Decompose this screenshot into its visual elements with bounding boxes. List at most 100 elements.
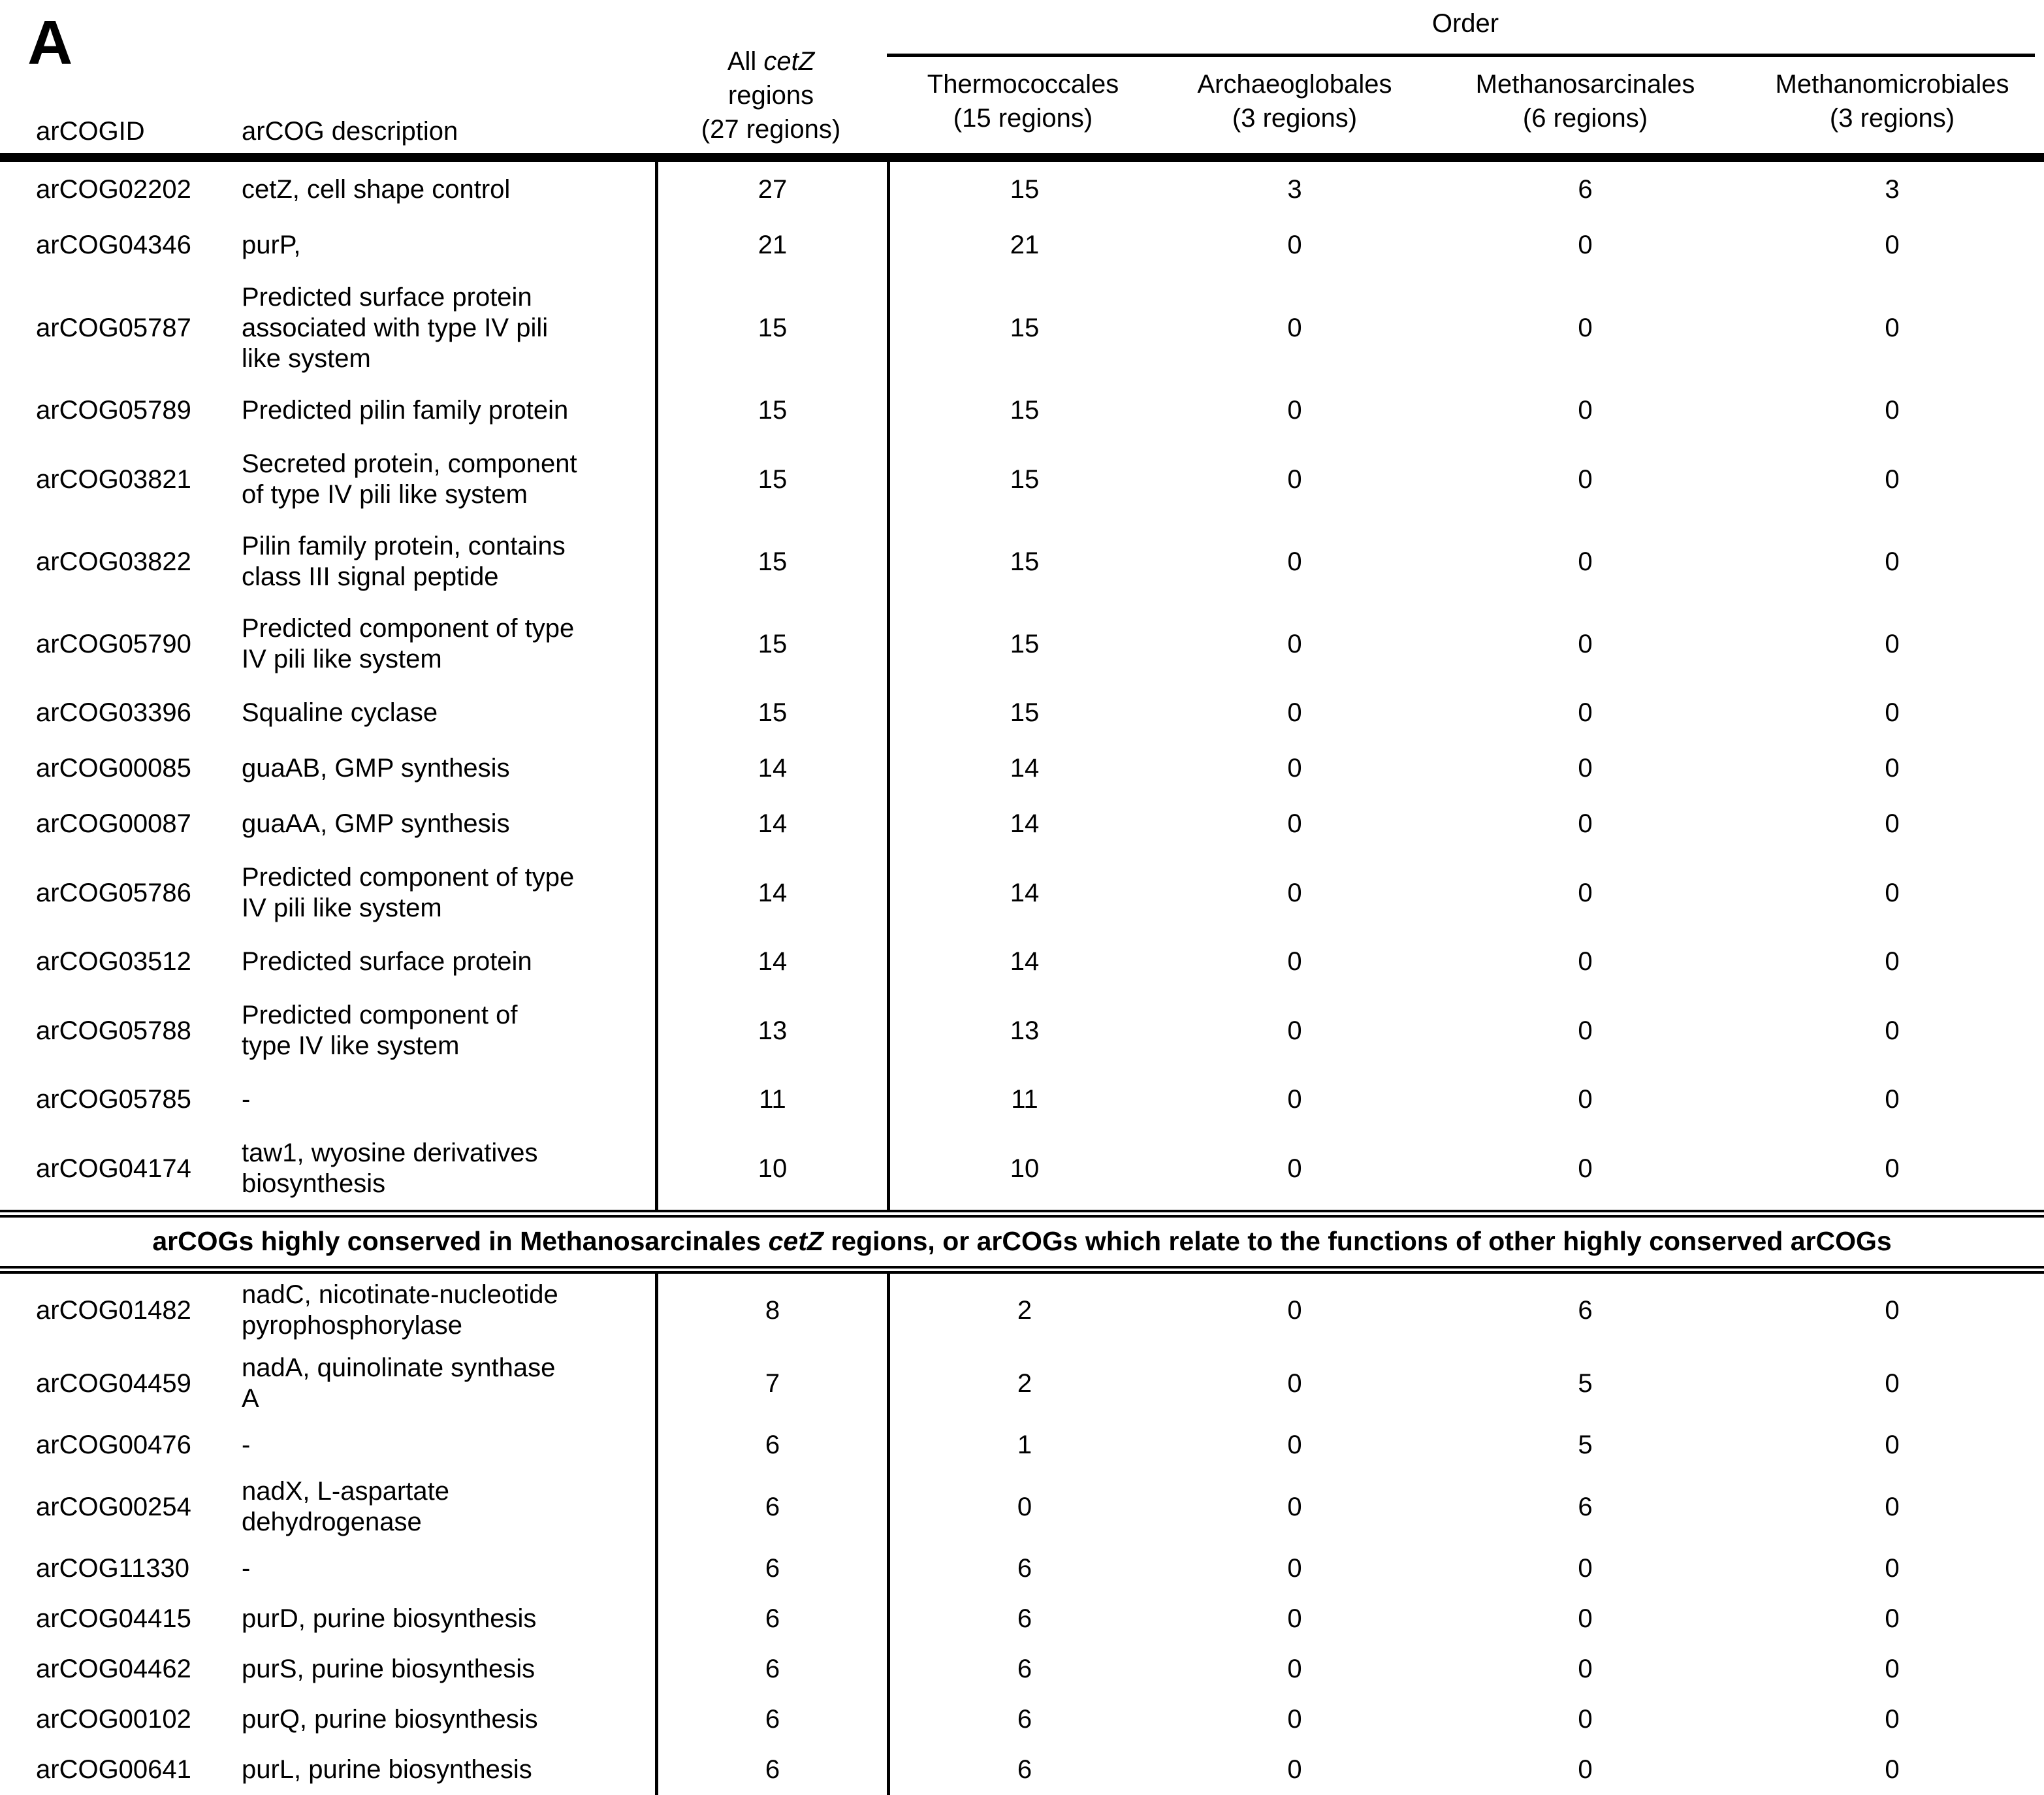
cell-methanomicrobiales: 0	[1885, 1016, 1900, 1045]
cell-all-cetz: 10	[655, 1127, 887, 1210]
cell-all-cetz: 6	[655, 1594, 887, 1644]
cell-thermococcales: 14	[887, 741, 1159, 796]
all-cetz-line1: All cetZ	[727, 44, 814, 78]
cell-archaeoglobales: 0	[1287, 629, 1302, 658]
row-description: nadC, nicotinate-nucleotide pyrophosphor…	[242, 1280, 558, 1340]
cell-archaeoglobales: 0	[1287, 1085, 1302, 1114]
cell-archaeoglobales: 0	[1287, 1604, 1302, 1633]
cell-methanomicrobiales: 0	[1885, 1492, 1900, 1521]
row-id: arCOG00476	[36, 1431, 191, 1459]
cell-methanosarcinales: 0	[1578, 547, 1593, 576]
cell-archaeoglobales: 0	[1287, 878, 1302, 907]
cell-thermococcales: 15	[887, 383, 1159, 438]
row-id: arCOG05788	[36, 1016, 191, 1045]
column-header-thermococcales: Thermococcales (15 regions)	[887, 67, 1159, 135]
cell-thermococcales: 0	[887, 1470, 1159, 1544]
cell-methanosarcinales: 0	[1578, 698, 1593, 727]
order-column-regions: (15 regions)	[953, 104, 1093, 133]
cell-all-cetz: 14	[655, 741, 887, 796]
cell-thermococcales: 6	[887, 1594, 1159, 1644]
cell-methanosarcinales: 0	[1578, 464, 1593, 494]
row-description: cetZ, cell shape control	[242, 175, 511, 204]
column-header-archaeoglobales: Archaeoglobales (3 regions)	[1159, 67, 1430, 135]
cell-methanomicrobiales: 0	[1885, 1705, 1900, 1734]
cell-all-cetz: 15	[655, 383, 887, 438]
row-id: arCOG11330	[36, 1554, 189, 1583]
cell-methanosarcinales: 0	[1578, 629, 1593, 658]
row-id: arCOG05787	[36, 313, 191, 342]
panel-label: A	[27, 8, 73, 78]
cell-thermococcales: 15	[887, 162, 1159, 218]
cell-archaeoglobales: 3	[1287, 175, 1302, 204]
cell-methanomicrobiales: 0	[1885, 698, 1900, 727]
cell-archaeoglobales: 0	[1287, 809, 1302, 838]
cell-methanosarcinales: 5	[1578, 1368, 1593, 1398]
cell-all-cetz: 14	[655, 852, 887, 934]
cell-methanosarcinales: 0	[1578, 1604, 1593, 1633]
row-id: arCOG00087	[36, 809, 191, 838]
cell-methanosarcinales: 0	[1578, 809, 1593, 838]
row-description: Squaline cyclase	[242, 698, 438, 727]
row-description: Predicted surface protein associated wit…	[242, 282, 549, 373]
cell-methanomicrobiales: 0	[1885, 396, 1900, 425]
row-id: arCOG05790	[36, 629, 191, 658]
section-divider: arCOGs highly conserved in Methanosarcin…	[0, 1210, 2044, 1274]
cell-all-cetz: 27	[655, 162, 887, 218]
row-id: arCOG05786	[36, 878, 191, 907]
cell-archaeoglobales: 0	[1287, 1154, 1302, 1183]
row-description: nadX, L-aspartate dehydrogenase	[242, 1477, 449, 1536]
row-description: Predicted pilin family protein	[242, 396, 569, 425]
row-id: arCOG04174	[36, 1154, 191, 1183]
row-description: purP,	[242, 231, 301, 259]
row-description: Predicted component of type IV like syst…	[242, 1001, 518, 1060]
cell-methanomicrobiales: 0	[1885, 878, 1900, 907]
header-rule	[0, 153, 2044, 162]
cell-thermococcales: 14	[887, 852, 1159, 934]
cell-archaeoglobales: 0	[1287, 313, 1302, 342]
row-description: taw1, wyosine derivatives biosynthesis	[242, 1139, 538, 1198]
cell-methanosarcinales: 0	[1578, 754, 1593, 783]
cell-archaeoglobales: 0	[1287, 698, 1302, 727]
cell-methanomicrobiales: 0	[1885, 464, 1900, 494]
all-cetz-line3: (27 regions)	[701, 115, 841, 144]
cell-methanosarcinales: 0	[1578, 231, 1593, 259]
cell-archaeoglobales: 0	[1287, 231, 1302, 259]
cell-methanomicrobiales: 0	[1885, 947, 1900, 976]
cell-archaeoglobales: 0	[1287, 396, 1302, 425]
row-description: -	[242, 1431, 251, 1459]
divider-prefix: arCOGs highly conserved in Methanosarcin…	[152, 1226, 769, 1256]
row-id: arCOG00641	[36, 1755, 191, 1784]
cell-methanosarcinales: 0	[1578, 1705, 1593, 1734]
row-id: arCOG00254	[36, 1492, 191, 1521]
column-header-all-cetz: All cetZ regions (27 regions)	[655, 7, 887, 153]
row-description: Predicted component of type IV pili like…	[242, 614, 575, 673]
row-description: Predicted surface protein	[242, 947, 532, 976]
row-description: Secreted protein, component of type IV p…	[242, 449, 577, 509]
cell-archaeoglobales: 0	[1287, 947, 1302, 976]
cell-archaeoglobales: 0	[1287, 1705, 1302, 1734]
cell-methanomicrobiales: 0	[1885, 231, 1900, 259]
cell-methanomicrobiales: 0	[1885, 1604, 1900, 1633]
divider-suffix: regions, or arCOGs which relate to the f…	[823, 1226, 1892, 1256]
cell-methanomicrobiales: 0	[1885, 1368, 1900, 1398]
all-cetz-line2: regions	[727, 81, 814, 110]
column-header-description: arCOG description	[242, 117, 458, 146]
order-columns: Thermococcales (15 regions) Archaeogloba…	[887, 67, 2044, 135]
cell-all-cetz: 15	[655, 273, 887, 383]
cell-thermococcales: 15	[887, 273, 1159, 383]
cell-thermococcales: 2	[887, 1347, 1159, 1420]
row-description: -	[242, 1085, 251, 1114]
cell-all-cetz: 15	[655, 438, 887, 521]
cell-methanosarcinales: 0	[1578, 396, 1593, 425]
row-id: arCOG02202	[36, 175, 191, 204]
row-description: purL, purine biosynthesis	[242, 1755, 532, 1784]
row-description: purS, purine biosynthesis	[242, 1655, 535, 1683]
cell-methanosarcinales: 0	[1578, 1085, 1593, 1114]
row-id: arCOG01482	[36, 1295, 191, 1325]
row-id: arCOG03512	[36, 947, 191, 976]
cell-all-cetz: 6	[655, 1745, 887, 1795]
order-column-name: Archaeoglobales	[1197, 70, 1392, 99]
cell-thermococcales: 6	[887, 1544, 1159, 1594]
row-id: arCOG04346	[36, 231, 191, 259]
cell-all-cetz: 6	[655, 1644, 887, 1694]
